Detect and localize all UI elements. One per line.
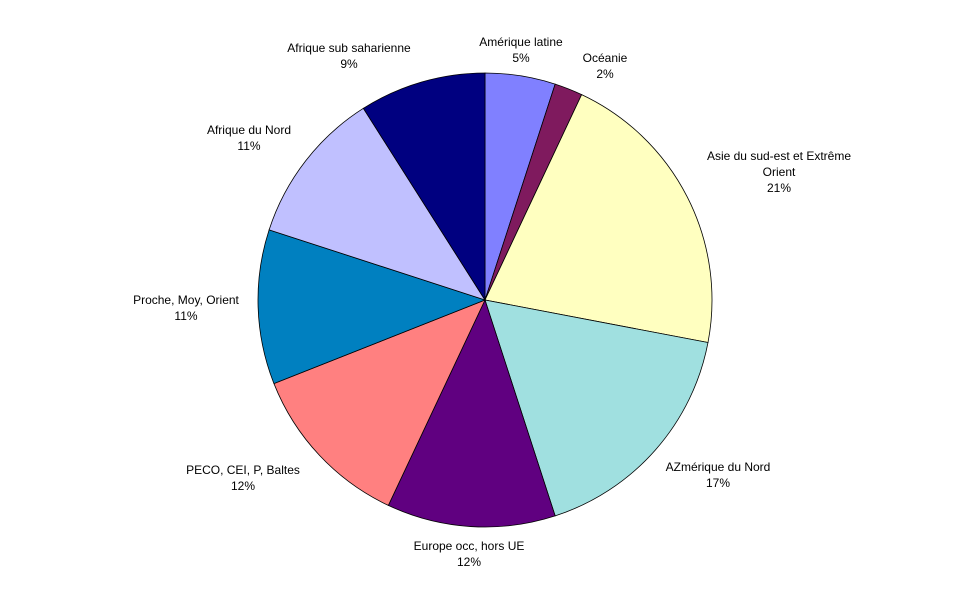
pie-slice bbox=[484, 299, 709, 517]
category-label: Asie du sud-est et Extrême Orient bbox=[706, 149, 852, 179]
value-label: 9% bbox=[340, 57, 358, 71]
value-label: 21% bbox=[766, 181, 792, 195]
value-label: 2% bbox=[596, 67, 614, 81]
slice-label: Proche, Moy, Orient 11% bbox=[96, 292, 276, 324]
pie-slice bbox=[268, 107, 486, 301]
category-label: Europe occ, hors UE bbox=[413, 539, 525, 553]
slice-label: Océanie 2% bbox=[515, 50, 695, 82]
value-label: 11% bbox=[237, 139, 261, 153]
pie-slice bbox=[362, 72, 486, 302]
category-label: Proche, Moy, Orient bbox=[133, 293, 239, 307]
slice-label: Afrique du Nord 11% bbox=[159, 122, 339, 154]
pie-slice bbox=[484, 94, 713, 344]
category-label: AZmérique du Nord bbox=[665, 460, 771, 474]
slice-label: Afrique sub saharienne 9% bbox=[259, 40, 439, 72]
value-label: 5% bbox=[512, 51, 530, 65]
category-label: PECO, CEI, P, Baltes bbox=[186, 463, 300, 477]
pie-slice bbox=[273, 299, 486, 506]
slice-label: Amérique latine 5% bbox=[431, 34, 611, 66]
pie-slice bbox=[257, 229, 487, 385]
category-label: Océanie bbox=[582, 51, 628, 65]
value-label: 17% bbox=[705, 476, 731, 490]
slice-label: PECO, CEI, P, Baltes 12% bbox=[153, 462, 333, 494]
category-label: Afrique sub saharienne bbox=[287, 41, 411, 55]
value-label: 12% bbox=[230, 479, 256, 493]
slice-label: Europe occ, hors UE 12% bbox=[379, 538, 559, 570]
category-label: Afrique du Nord bbox=[206, 123, 292, 137]
pie-slice bbox=[387, 298, 556, 528]
slice-label: AZmérique du Nord 17% bbox=[628, 459, 808, 491]
value-label: 12% bbox=[456, 555, 482, 569]
category-label: Amérique latine bbox=[479, 35, 563, 49]
value-label: 11% bbox=[174, 309, 198, 323]
slice-label: Asie du sud-est et Extrême Orient 21% bbox=[689, 148, 869, 196]
